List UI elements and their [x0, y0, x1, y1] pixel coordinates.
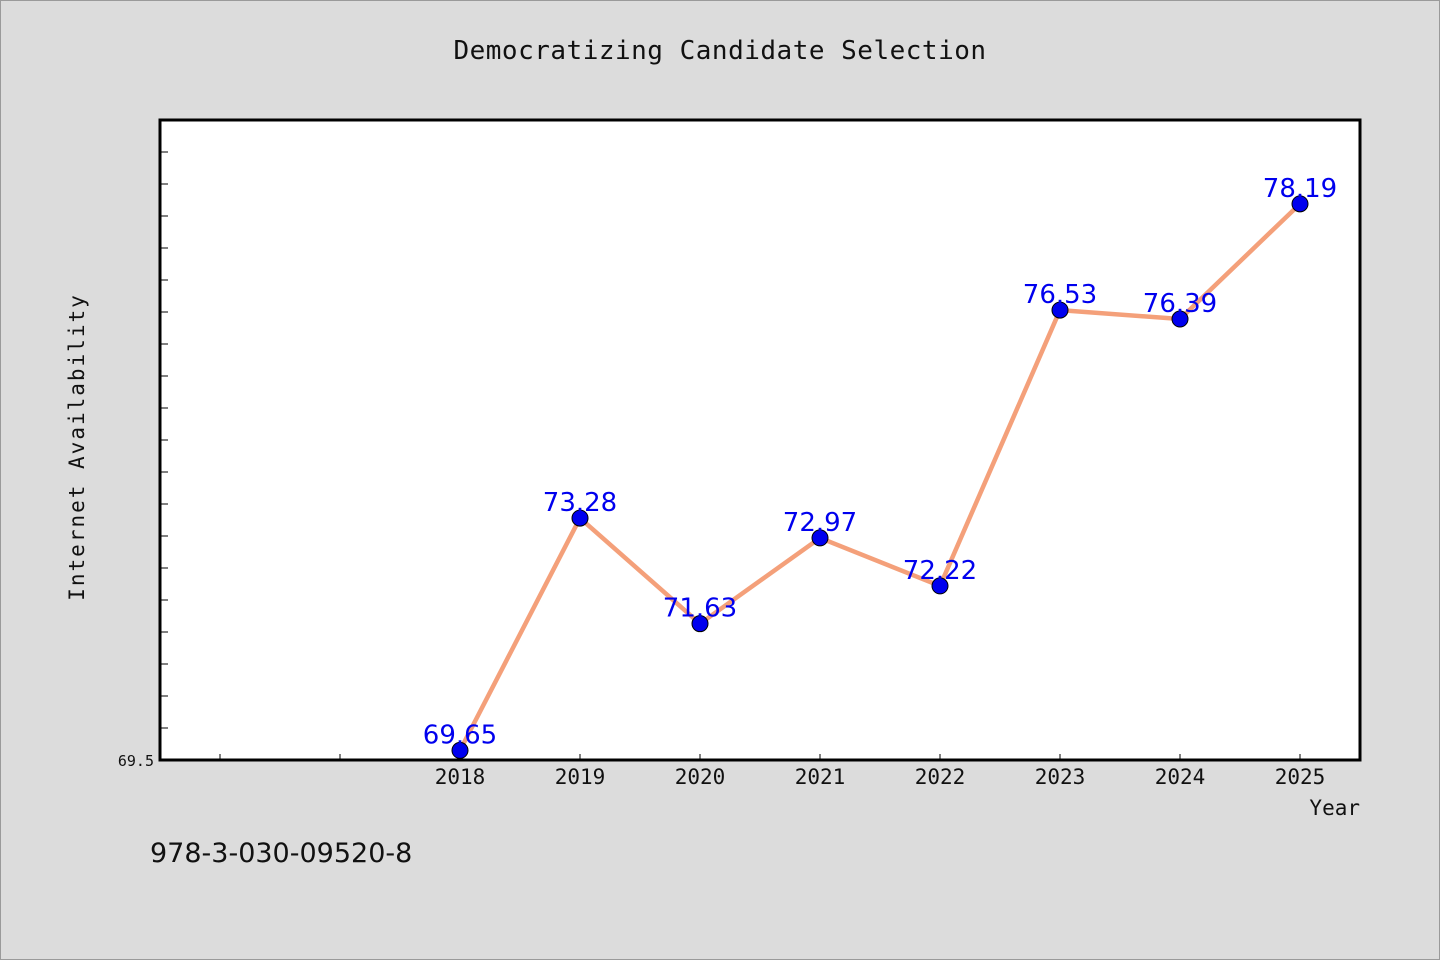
- data-point: [811, 529, 829, 547]
- data-label: 71.63: [663, 594, 737, 624]
- data-point: [691, 615, 709, 633]
- x-tick-label: 2025: [1275, 765, 1326, 789]
- data-point: [1051, 301, 1069, 319]
- x-tick-label: 2021: [795, 765, 846, 789]
- data-label: 69.65: [423, 720, 497, 750]
- isbn-text: 978-3-030-09520-8: [150, 838, 413, 869]
- chart-title: Democratizing Candidate Selection: [453, 36, 987, 66]
- x-tick-label: 2023: [1035, 765, 1086, 789]
- plot-area: [158, 118, 1362, 762]
- x-tick-label: 2022: [915, 765, 966, 789]
- data-point: [1291, 195, 1309, 213]
- data-point: [571, 509, 589, 527]
- data-label: 73.28: [543, 488, 617, 518]
- x-tick-label: 2024: [1155, 765, 1206, 789]
- data-point: [451, 741, 469, 759]
- data-point: [931, 577, 949, 595]
- x-tick-label: 2019: [555, 765, 606, 789]
- y-tick-label: 69.5: [118, 752, 154, 770]
- data-label: 76.39: [1143, 289, 1217, 319]
- data-label: 78.19: [1263, 174, 1337, 204]
- series-line: [458, 202, 1302, 752]
- x-tick-label: 2020: [675, 765, 726, 789]
- data-point: [1171, 310, 1189, 328]
- x-tick-label: 2018: [435, 765, 486, 789]
- data-label: 72.22: [903, 556, 977, 586]
- data-label: 72.97: [783, 508, 857, 538]
- x-axis-label: Year: [1309, 796, 1360, 820]
- data-label: 76.53: [1023, 280, 1097, 310]
